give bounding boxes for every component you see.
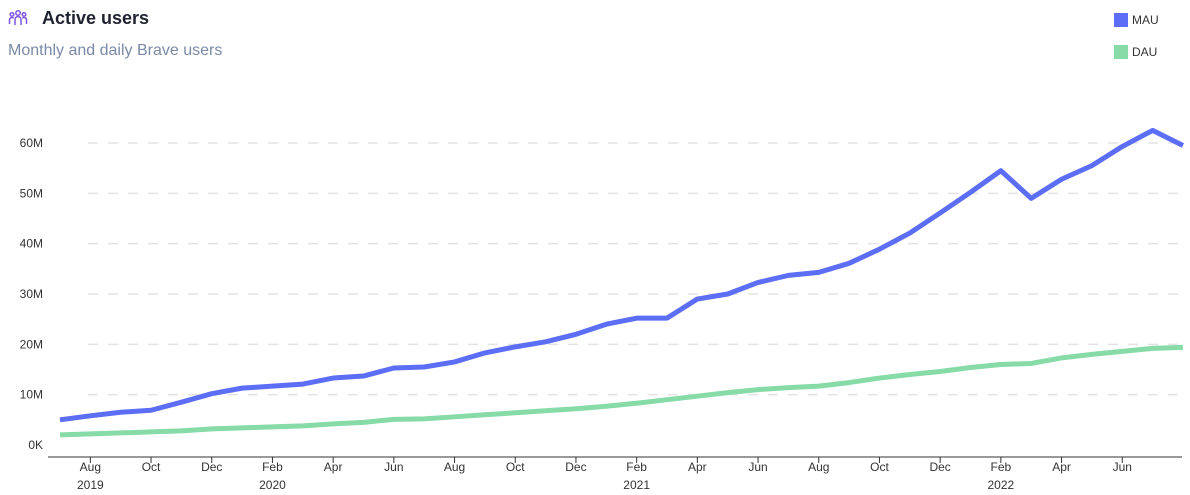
- chart-header: Active users Monthly and daily Brave use…: [8, 6, 1190, 60]
- x-tick-label: Jun: [384, 460, 403, 474]
- x-year-label: 2019: [77, 478, 104, 492]
- x-year-label: 2020: [259, 478, 286, 492]
- page-subtitle: Monthly and daily Brave users: [8, 42, 223, 59]
- legend-label-dau: DAU: [1132, 45, 1158, 59]
- x-tick-label: Aug: [808, 460, 829, 474]
- x-tick-label: Apr: [1052, 460, 1071, 474]
- x-tick-label: Oct: [142, 460, 161, 474]
- title-row: Active users: [8, 6, 1190, 30]
- legend-swatch-mau: [1114, 13, 1128, 27]
- series-line-dau[interactable]: [59, 344, 1184, 438]
- x-tick-label: Apr: [324, 460, 343, 474]
- x-tick-label: Dec: [201, 460, 222, 474]
- grid-lines: [88, 142, 1182, 396]
- y-tick-label: 0K: [28, 438, 43, 452]
- x-tick-label: Feb: [991, 460, 1012, 474]
- x-axis: Aug 2019 Oct Dec Feb 2020 Apr Jun Aug Oct Dec Feb 20…: [48, 456, 1182, 492]
- x-tick-label: Jun: [748, 460, 767, 474]
- x-tick-label: Feb: [262, 460, 283, 474]
- x-year-label: 2022: [987, 478, 1014, 492]
- legend-label-mau: MAU: [1132, 13, 1159, 27]
- x-tick-label: Dec: [565, 460, 586, 474]
- x-tick-label: Aug: [444, 460, 465, 474]
- y-tick-label: 50M: [20, 186, 43, 200]
- x-year-label: 2021: [623, 478, 650, 492]
- series-lines: [59, 127, 1185, 438]
- x-tick-label: Jun: [1113, 460, 1132, 474]
- y-axis: 0K 10M 20M 30M 40M 50M 60M: [20, 136, 43, 452]
- x-tick-label: Dec: [929, 460, 950, 474]
- y-tick-label: 60M: [20, 136, 43, 150]
- y-tick-label: 40M: [20, 237, 43, 251]
- y-tick-label: 10M: [20, 388, 43, 402]
- x-tick-label: Aug: [80, 460, 101, 474]
- x-tick-label: Oct: [870, 460, 889, 474]
- legend-swatch-dau: [1114, 45, 1128, 59]
- legend-item-mau[interactable]: MAU: [1114, 12, 1159, 28]
- y-tick-label: 30M: [20, 287, 43, 301]
- x-tick-label: Oct: [506, 460, 525, 474]
- y-tick-label: 20M: [20, 337, 43, 351]
- x-tick-label: Feb: [626, 460, 647, 474]
- x-tick-label: Apr: [688, 460, 707, 474]
- users-group-icon: [8, 10, 28, 25]
- series-line-mau[interactable]: [59, 127, 1185, 423]
- page-title: Active users: [42, 7, 150, 28]
- legend-item-dau[interactable]: DAU: [1114, 44, 1159, 60]
- chart-legend: MAU DAU: [1114, 12, 1159, 76]
